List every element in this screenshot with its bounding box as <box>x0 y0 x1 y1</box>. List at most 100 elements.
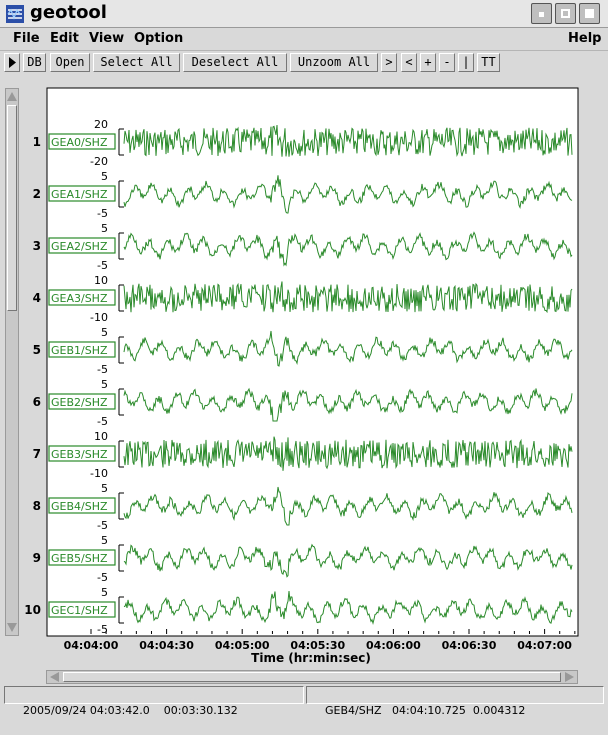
scroll-left-icon[interactable] <box>50 672 59 682</box>
channel-row[interactable]: 5 GEB1/SHZ 5 -5 <box>33 326 573 376</box>
channel-number: 6 <box>33 395 41 409</box>
status-time: 04:04:10.725 <box>392 704 466 717</box>
channel-label-box[interactable] <box>48 237 116 254</box>
status-right: GEB4/SHZ 04:04:10.725 0.004312 <box>306 686 604 717</box>
amplitude-max-label: 5 <box>101 222 108 235</box>
amplitude-min-label: -20 <box>90 155 108 168</box>
open-button[interactable]: Open <box>50 53 90 72</box>
scroll-down-icon[interactable] <box>7 623 17 632</box>
channel-label[interactable]: GEA3/SHZ <box>51 292 108 305</box>
channel-label-box[interactable] <box>48 185 116 202</box>
unzoom-all-button[interactable]: Unzoom All <box>290 53 378 72</box>
channel-label[interactable]: GEA2/SHZ <box>51 240 108 253</box>
channel-row[interactable]: 3 GEA2/SHZ 5 -5 <box>33 222 573 272</box>
amplitude-max-label: 20 <box>94 118 108 131</box>
channel-number: 5 <box>33 343 41 357</box>
channel-row[interactable]: 6 GEB2/SHZ 5 -5 <box>33 378 573 428</box>
waveform-trace[interactable] <box>123 590 573 625</box>
amplitude-max-label: 5 <box>101 586 108 599</box>
amplitude-min-label: -10 <box>90 311 108 324</box>
channel-label-box[interactable] <box>48 341 116 358</box>
db-button[interactable]: DB <box>23 53 46 72</box>
channel-label-box[interactable] <box>48 393 116 410</box>
amplitude-min-label: -10 <box>90 467 108 480</box>
waveform-trace[interactable] <box>123 231 573 267</box>
waveform-trace[interactable] <box>123 175 573 214</box>
waveform-trace[interactable] <box>123 124 573 158</box>
menu-option[interactable]: Option <box>134 31 184 46</box>
channel-row[interactable]: 10 GEC1/SHZ 5 -5 <box>24 586 573 636</box>
time-tick-label: 04:05:00 <box>215 639 270 652</box>
menu-view[interactable]: View <box>89 31 125 46</box>
window-title: geotool <box>30 2 107 23</box>
play-arrow-icon <box>9 57 16 68</box>
waveform-trace[interactable] <box>123 330 573 367</box>
channel-label[interactable]: GEA1/SHZ <box>51 188 108 201</box>
vertical-scrollbar[interactable] <box>5 88 19 636</box>
deselect-all-button[interactable]: Deselect All <box>183 53 287 72</box>
zoom-in-button[interactable]: + <box>420 53 436 72</box>
waveform-trace[interactable] <box>123 281 573 314</box>
time-tick-label: 04:04:30 <box>139 639 194 652</box>
channel-label[interactable]: GEC1/SHZ <box>51 604 108 617</box>
channel-label-box[interactable] <box>48 445 116 462</box>
waveform-trace[interactable] <box>123 387 573 422</box>
maximize-button[interactable] <box>555 3 576 24</box>
menu-edit[interactable]: Edit <box>50 31 79 46</box>
time-tick-label: 04:06:00 <box>366 639 421 652</box>
menu-file[interactable]: File <box>13 31 40 46</box>
prev-button[interactable]: < <box>401 53 417 72</box>
channel-number: 1 <box>33 135 41 149</box>
channel-label[interactable]: GEB5/SHZ <box>51 552 108 565</box>
amplitude-min-label: -5 <box>97 415 108 428</box>
waveform-trace[interactable] <box>123 436 573 471</box>
channel-label[interactable]: GEB3/SHZ <box>51 448 108 461</box>
channel-number: 2 <box>33 187 41 201</box>
vertical-scroll-thumb[interactable] <box>7 105 17 311</box>
waveform-trace[interactable] <box>123 543 573 578</box>
channel-number: 10 <box>24 603 41 617</box>
channel-row[interactable]: 1 GEA0/SHZ 20 -20 <box>33 118 573 168</box>
amplitude-max-label: 5 <box>101 534 108 547</box>
close-button[interactable] <box>579 3 600 24</box>
zoom-out-button[interactable]: - <box>439 53 455 72</box>
toolbar-expand-button[interactable] <box>4 53 20 72</box>
plot-area <box>46 87 579 637</box>
waveform-trace[interactable] <box>123 486 573 526</box>
menu-help[interactable]: Help <box>568 31 602 46</box>
horizontal-scrollbar[interactable] <box>46 670 578 684</box>
align-button[interactable]: | <box>458 53 474 72</box>
channel-label-box[interactable] <box>48 601 116 618</box>
channel-row[interactable]: 2 GEA1/SHZ 5 -5 <box>33 170 573 220</box>
channel-label-box[interactable] <box>48 549 116 566</box>
scroll-right-icon[interactable] <box>565 672 574 682</box>
scroll-up-icon[interactable] <box>7 92 17 101</box>
time-axis: 04:04:00 04:04:30 04:05:00 04:05:30 04:06:00… <box>64 629 576 652</box>
channel-label-box[interactable] <box>48 289 116 306</box>
channel-row[interactable]: 7 GEB3/SHZ 10 -10 <box>33 430 573 480</box>
amplitude-max-label: 5 <box>101 378 108 391</box>
close-icon <box>585 9 594 18</box>
time-tick-label: 04:07:00 <box>517 639 572 652</box>
channel-label[interactable]: GEA0/SHZ <box>51 136 108 149</box>
tt-button[interactable]: TT <box>477 53 500 72</box>
amplitude-max-label: 10 <box>94 274 108 287</box>
amplitude-max-label: 5 <box>101 326 108 339</box>
minimize-button[interactable] <box>531 3 552 24</box>
channel-label-box[interactable] <box>48 497 116 514</box>
channel-label[interactable]: GEB2/SHZ <box>51 396 108 409</box>
horizontal-scroll-thumb[interactable] <box>63 672 561 682</box>
amplitude-min-label: -5 <box>97 207 108 220</box>
select-all-button[interactable]: Select All <box>93 53 180 72</box>
channel-row[interactable]: 4 GEA3/SHZ 10 -10 <box>33 274 573 324</box>
amplitude-max-label: 5 <box>101 170 108 183</box>
channel-row[interactable]: 9 GEB5/SHZ 5 -5 <box>33 534 573 584</box>
channel-label-box[interactable] <box>48 133 116 150</box>
channel-label[interactable]: GEB1/SHZ <box>51 344 108 357</box>
channel-row[interactable]: 8 GEB4/SHZ 5 -5 <box>33 482 573 532</box>
channel-number: 4 <box>33 291 41 305</box>
channel-label[interactable]: GEB4/SHZ <box>51 500 108 513</box>
amplitude-max-label: 10 <box>94 430 108 443</box>
next-button[interactable]: > <box>381 53 397 72</box>
